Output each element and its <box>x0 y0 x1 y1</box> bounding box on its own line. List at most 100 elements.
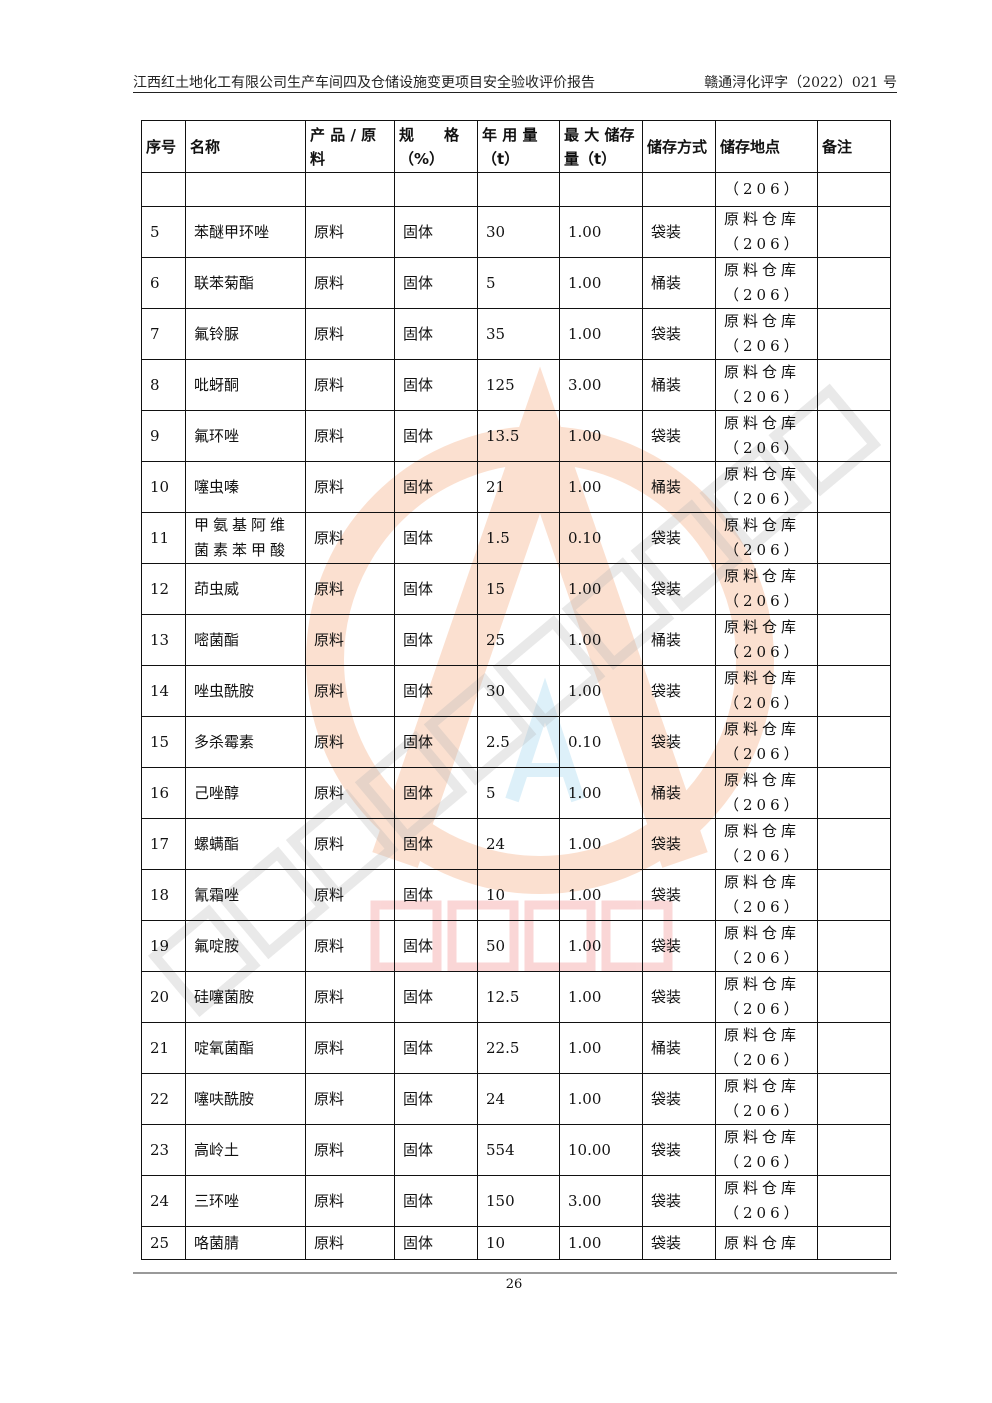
table-cell <box>817 1124 891 1176</box>
table-cell: 嘧菌酯 <box>185 614 306 666</box>
table-cell <box>817 410 891 462</box>
table-cell: 固体 <box>394 716 478 768</box>
table-cell: 原料 <box>305 869 395 921</box>
table-cell: 唑虫酰胺 <box>185 665 306 717</box>
footer-divider <box>133 1272 897 1274</box>
table-cell: 原料 <box>305 971 395 1023</box>
table-cell: 1.00 <box>559 410 643 462</box>
table-cell: 袋装 <box>642 410 716 462</box>
table-cell: 固体 <box>394 410 478 462</box>
table-cell: 25 <box>141 1226 186 1260</box>
table-cell <box>817 1022 891 1074</box>
table-cell <box>817 461 891 513</box>
table-cell: 袋装 <box>642 920 716 972</box>
table-cell: 5 <box>141 206 186 258</box>
table-cell: 固体 <box>394 512 478 564</box>
table-cell <box>817 869 891 921</box>
table-row: 19 氟啶胺 原料 固体 50 1.00 袋装 原料仓库（206） <box>141 920 891 972</box>
table-row: 12 茚虫威 原料 固体 15 1.00 袋装 原料仓库（206） <box>141 563 891 615</box>
table-row: 16 己唑醇 原料 固体 5 1.00 桶装 原料仓库（206） <box>141 767 891 819</box>
column-header: 最 大 储存量（t） <box>559 120 643 173</box>
table-cell: 原料 <box>305 665 395 717</box>
table-cell: 袋装 <box>642 206 716 258</box>
table-cell: 12 <box>141 563 186 615</box>
table-cell: 14 <box>141 665 186 717</box>
table-cell: 原料仓库（206） <box>715 971 818 1023</box>
table-cell: 原料 <box>305 206 395 258</box>
table-cell: 6 <box>141 257 186 309</box>
table-cell: 19 <box>141 920 186 972</box>
table-row: 23 高岭土 原料 固体 554 10.00 袋装 原料仓库（206） <box>141 1124 891 1176</box>
table-cell: 苯醚甲环唑 <box>185 206 306 258</box>
table-cell <box>305 172 395 207</box>
table-row: 25 咯菌腈 原料 固体 10 1.00 袋装 原料仓库 <box>141 1226 891 1260</box>
table-cell: 20 <box>141 971 186 1023</box>
table-cell: 1.00 <box>559 971 643 1023</box>
table-row: 11 甲氨基阿维菌素苯甲酸 原料 固体 1.5 0.10 袋装 原料仓库（206） <box>141 512 891 564</box>
table-cell: 原料仓库（206） <box>715 665 818 717</box>
table-cell: 10 <box>477 869 560 921</box>
table-cell: 原料 <box>305 1226 395 1260</box>
table-cell: 桶装 <box>642 1022 716 1074</box>
table-cell: 125 <box>477 359 560 411</box>
table-cell: 5 <box>477 767 560 819</box>
table-row: 15 多杀霉素 原料 固体 2.5 0.10 袋装 原料仓库（206） <box>141 716 891 768</box>
table-cell: 原料仓库（206） <box>715 1175 818 1227</box>
table-row: 20 硅噻菌胺 原料 固体 12.5 1.00 袋装 原料仓库（206） <box>141 971 891 1023</box>
table-cell: 原料仓库（206） <box>715 461 818 513</box>
table-cell: 固体 <box>394 1226 478 1260</box>
table-cell: 原料 <box>305 359 395 411</box>
table-cell: 固体 <box>394 257 478 309</box>
header-divider <box>133 92 897 93</box>
table-cell <box>185 172 306 207</box>
table-cell: 23 <box>141 1124 186 1176</box>
table-cell: 袋装 <box>642 818 716 870</box>
table-cell: 原料仓库（206） <box>715 818 818 870</box>
table-row: 8 吡蚜酮 原料 固体 125 3.00 桶装 原料仓库（206） <box>141 359 891 411</box>
table-cell <box>817 1175 891 1227</box>
table-cell: 30 <box>477 665 560 717</box>
table-cell <box>817 665 891 717</box>
table-cell: 1.00 <box>559 767 643 819</box>
table-row: 21 啶氧菌酯 原料 固体 22.5 1.00 桶装 原料仓库（206） <box>141 1022 891 1074</box>
table-cell <box>394 172 478 207</box>
table-cell: 原料仓库（206） <box>715 563 818 615</box>
table-cell: 袋装 <box>642 308 716 360</box>
table-cell: 12.5 <box>477 971 560 1023</box>
table-row: 6 联苯菊酯 原料 固体 5 1.00 桶装 原料仓库（206） <box>141 257 891 309</box>
table-cell <box>817 359 891 411</box>
document-number: 赣通浔化评字（2022）021 号 <box>704 75 897 91</box>
table-cell: 24 <box>141 1175 186 1227</box>
table-cell: 桶装 <box>642 614 716 666</box>
table-cell <box>817 920 891 972</box>
table-cell: 袋装 <box>642 971 716 1023</box>
table-cell <box>817 971 891 1023</box>
table-cell: 硅噻菌胺 <box>185 971 306 1023</box>
table-cell: 1.00 <box>559 1022 643 1074</box>
table-cell: 1.00 <box>559 206 643 258</box>
table-cell: 噻虫嗪 <box>185 461 306 513</box>
table-row: 10 噻虫嗪 原料 固体 21 1.00 桶装 原料仓库（206） <box>141 461 891 513</box>
table-cell: 17 <box>141 818 186 870</box>
table-cell: 己唑醇 <box>185 767 306 819</box>
table-cell: 30 <box>477 206 560 258</box>
table-cell: 7 <box>141 308 186 360</box>
report-title: 江西红土地化工有限公司生产车间四及仓储设施变更项目安全验收评价报告 <box>133 75 595 91</box>
table-cell: 原料 <box>305 1175 395 1227</box>
table-row: 9 氟环唑 原料 固体 13.5 1.00 袋装 原料仓库（206） <box>141 410 891 462</box>
table-header-row: 序号 名称产 品 / 原料规 格（%）年 用 量（t）最 大 储存量（t） 储存方式… <box>141 120 891 173</box>
table-cell: 咯菌腈 <box>185 1226 306 1260</box>
table-cell: 原料 <box>305 1124 395 1176</box>
materials-table: 序号 名称产 品 / 原料规 格（%）年 用 量（t）最 大 储存量（t） 储存方式… <box>141 120 891 1260</box>
table-row: 14 唑虫酰胺 原料 固体 30 1.00 袋装 原料仓库（206） <box>141 665 891 717</box>
table-cell: 1.00 <box>559 614 643 666</box>
table-cell: 24 <box>477 1073 560 1125</box>
table-cell <box>817 1073 891 1125</box>
table-cell: 固体 <box>394 767 478 819</box>
table-cell: 1.00 <box>559 257 643 309</box>
table-cell: 22 <box>141 1073 186 1125</box>
table-cell <box>817 172 891 207</box>
table-cell: 茚虫威 <box>185 563 306 615</box>
table-cell: 固体 <box>394 1022 478 1074</box>
running-header: 江西红土地化工有限公司生产车间四及仓储设施变更项目安全验收评价报告 赣通浔化评字… <box>133 72 897 92</box>
